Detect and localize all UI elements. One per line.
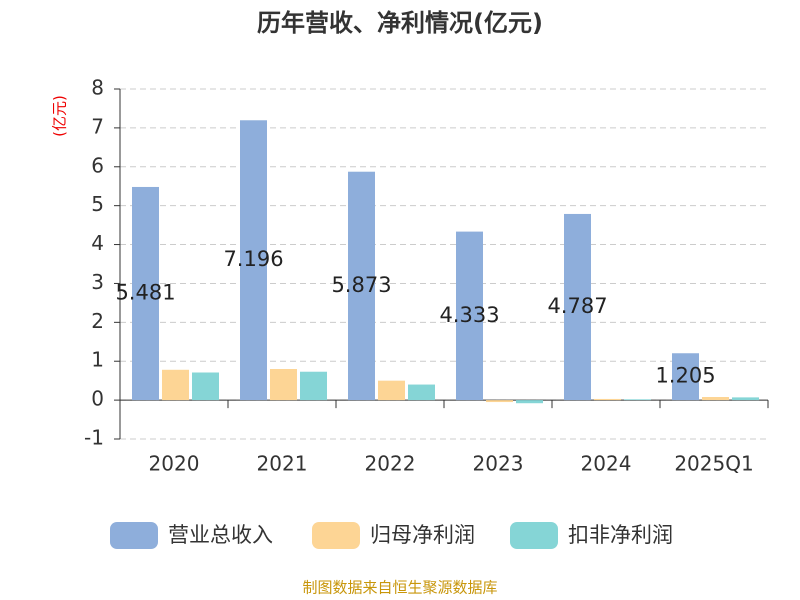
x-tick-label: 2021 [257, 452, 308, 476]
bar [594, 398, 621, 401]
data-label: 4.333 [439, 303, 499, 327]
y-tick-label: 0 [91, 387, 104, 411]
x-tick-label: 2025Q1 [674, 452, 753, 476]
data-label: 5.873 [331, 273, 391, 297]
bar [456, 231, 483, 401]
legend-swatch [312, 522, 360, 549]
data-label: 5.481 [115, 281, 175, 305]
bar [162, 369, 189, 401]
legend-swatch [510, 522, 558, 549]
bar [702, 397, 729, 401]
legend-label: 归母净利润 [370, 523, 475, 547]
x-tick-label: 2023 [473, 452, 524, 476]
y-tick-label: 8 [91, 76, 104, 100]
data-label: 7.196 [223, 247, 283, 271]
bar [348, 171, 375, 401]
bar [564, 213, 591, 401]
x-tick-label: 2020 [149, 452, 200, 476]
legend-label: 扣非净利润 [568, 523, 673, 547]
legend-label: 营业总收入 [168, 523, 273, 547]
bar [270, 369, 297, 401]
data-label: 4.787 [547, 294, 607, 318]
bar [624, 399, 651, 401]
x-tick-label: 2024 [581, 452, 632, 476]
y-tick-label: -1 [84, 426, 104, 450]
y-tick-label: 5 [91, 192, 104, 216]
source-note: 制图数据来自恒生聚源数据库 [302, 579, 497, 597]
bar [672, 353, 699, 401]
data-label: 1.205 [655, 364, 715, 388]
bar [378, 380, 405, 401]
y-tick-label: 7 [91, 114, 104, 138]
bar [732, 397, 759, 401]
bar [516, 400, 543, 404]
bar [300, 371, 327, 401]
bar [192, 372, 219, 401]
bar [408, 384, 435, 401]
legend-swatch [110, 522, 158, 549]
y-tick-label: 6 [91, 153, 104, 177]
chart-title: 历年营收、净利情况(亿元) [257, 9, 543, 37]
y-tick-label: 3 [91, 270, 104, 294]
bar [132, 186, 159, 401]
x-tick-label: 2022 [365, 452, 416, 476]
y-tick-label: 4 [91, 231, 104, 255]
y-tick-label: 1 [91, 348, 104, 372]
bar [240, 120, 267, 401]
y-axis-label: (亿元) [51, 95, 69, 137]
bar [486, 400, 513, 403]
y-tick-label: 2 [91, 309, 104, 333]
